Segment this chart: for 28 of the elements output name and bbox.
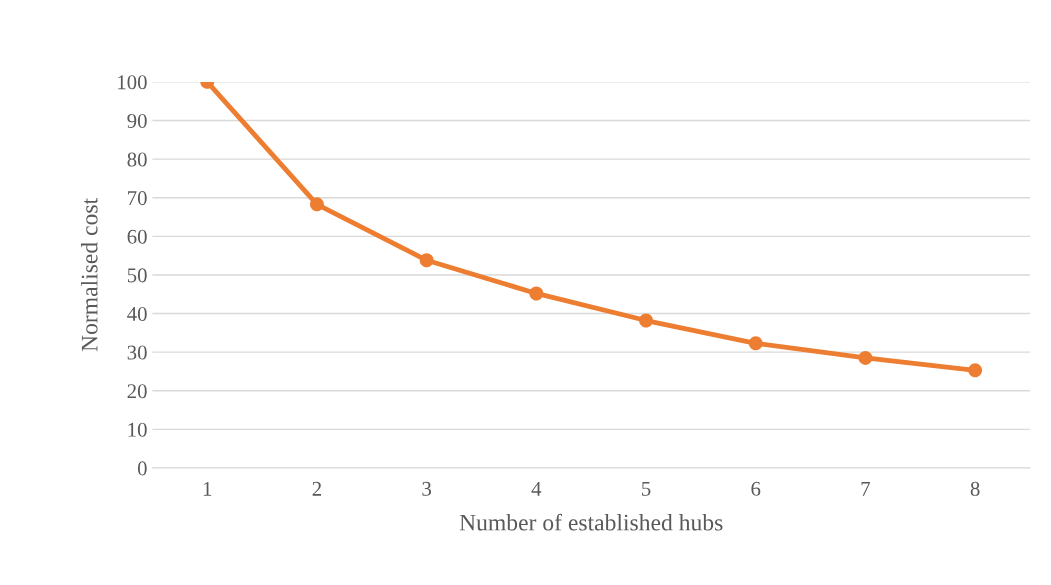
y-tick-label: 80 (127, 152, 147, 167)
point (968, 363, 983, 378)
point (639, 313, 653, 328)
point (858, 351, 873, 365)
x-tick-label: 4 (531, 481, 542, 496)
x-tick-label: 6 (751, 481, 761, 496)
x-tick-label: 7 (861, 482, 871, 496)
x-tick-label: 1 (203, 481, 212, 496)
y-tick-label: 60 (127, 229, 147, 244)
x-tick-label: 2 (312, 481, 321, 496)
y-tick-label: 30 (127, 345, 147, 360)
y-tick-label: 40 (127, 306, 147, 321)
y-tick-label: 10 (128, 422, 147, 437)
point (419, 253, 434, 268)
point (310, 197, 324, 212)
y-axis-title: Normalised cost (80, 198, 98, 352)
x-tick-label: 8 (970, 481, 980, 496)
point (529, 286, 544, 301)
x-tick-label: 3 (422, 481, 432, 496)
y-tick-label: 20 (127, 384, 147, 399)
y-tick-label: 50 (127, 268, 147, 283)
x-axis-title: Number of established hubs (459, 513, 723, 531)
y-tick-label: 100 (118, 75, 147, 90)
y-tick-label: 0 (137, 461, 147, 476)
y-tick-label: 90 (127, 113, 147, 128)
y-tick-label: 70 (128, 191, 147, 206)
x-tick-label: 5 (642, 482, 651, 496)
point (748, 336, 763, 351)
